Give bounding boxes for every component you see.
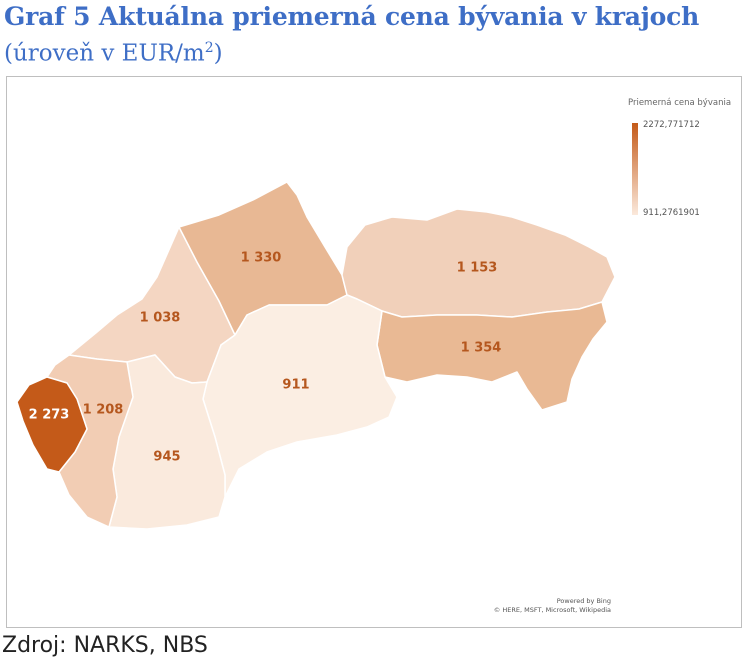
region-label-banskobystricky: 911 [282, 378, 309, 393]
subtitle-text: (úroveň v EUR/m [4, 40, 205, 67]
legend-title: Priemerná cena bývania [628, 98, 732, 108]
region-label-nitriansky: 945 [153, 450, 180, 465]
legend-min-value: 911,2761901 [643, 208, 700, 218]
region-label-kosicky: 1 354 [461, 341, 502, 356]
region-label-trnavsky: 1 208 [83, 403, 124, 418]
region-bratislavsky[interactable] [16, 376, 88, 473]
chart-subtitle: (úroveň v EUR/m2) [4, 40, 223, 67]
source-note: Zdroj: NARKS, NBS [2, 633, 208, 658]
map-frame: 2 273 1 208 1 038 945 1 330 911 1 153 1 … [6, 76, 742, 628]
region-label-zilinsky: 1 330 [241, 251, 282, 266]
legend-color-scale [632, 123, 638, 215]
region-label-trenciansky: 1 038 [140, 311, 181, 326]
subtitle-sup: 2 [204, 40, 214, 56]
chart-title: Graf 5 Aktuálna priemerná cena bývania v… [4, 2, 700, 31]
region-label-presovsky: 1 153 [457, 261, 498, 276]
region-label-bratislavsky: 2 273 [29, 408, 70, 423]
credits-attribution: © HERE, MSFT, Microsoft, Wikipedia [493, 606, 611, 614]
region-kosicky[interactable] [376, 301, 608, 411]
subtitle-close: ) [213, 40, 223, 67]
legend-max-value: 2272,771712 [643, 120, 700, 130]
slovakia-map: 2 273 1 208 1 038 945 1 330 911 1 153 1 … [16, 181, 616, 530]
credits-powered-by: Powered by Bing [556, 597, 611, 605]
map-credits: Powered by Bing © HERE, MSFT, Microsoft,… [494, 597, 611, 615]
